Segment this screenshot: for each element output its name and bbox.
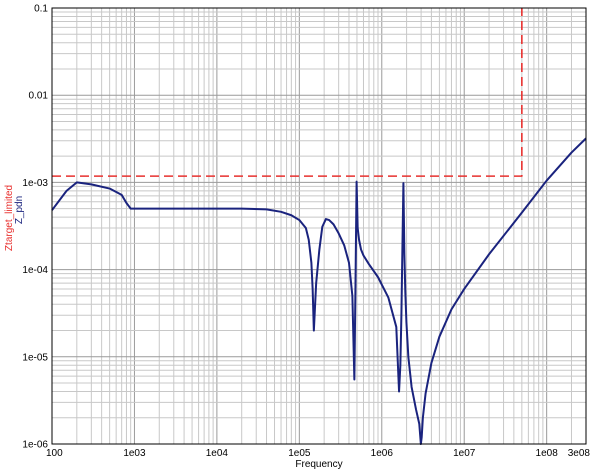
x-tick-label: 100 — [46, 448, 63, 459]
x-axis-ticks: 100 1e03 1e04 1e05 1e06 1e07 1e08 3e08 — [46, 448, 590, 459]
y-axis-title-zpdn: Z_pdn — [14, 196, 25, 224]
y-tick-label: 1e-06 — [22, 440, 48, 451]
x-tick-label: 1e05 — [288, 448, 311, 459]
x-tick-label: 1e06 — [371, 448, 394, 459]
series-ztarget-limited — [52, 8, 523, 177]
y-tick-label: 1e-04 — [22, 265, 48, 276]
series-layer — [51, 8, 587, 445]
y-tick-label: 0.01 — [29, 91, 49, 102]
y-axis-ticks: 0.1 0.01 1e-03 1e-04 1e-05 1e-06 — [22, 4, 48, 451]
series-z-pdn — [51, 137, 587, 445]
grid — [51, 7, 587, 445]
y-tick-label: 1e-05 — [22, 352, 48, 363]
x-tick-label: 3e08 — [568, 448, 591, 459]
x-tick-label: 1e08 — [536, 448, 559, 459]
y-axis-title-ztarget: Ztarget_limited — [4, 185, 15, 251]
plot-border — [51, 7, 587, 445]
y-tick-label: 0.1 — [34, 4, 48, 15]
x-axis-title: Frequency — [295, 459, 342, 470]
x-tick-label: 1e07 — [453, 448, 476, 459]
x-tick-label: 1e04 — [206, 448, 229, 459]
plot-area — [52, 8, 586, 444]
y-tick-label: 1e-03 — [22, 178, 48, 189]
x-tick-label: 1e03 — [123, 448, 146, 459]
